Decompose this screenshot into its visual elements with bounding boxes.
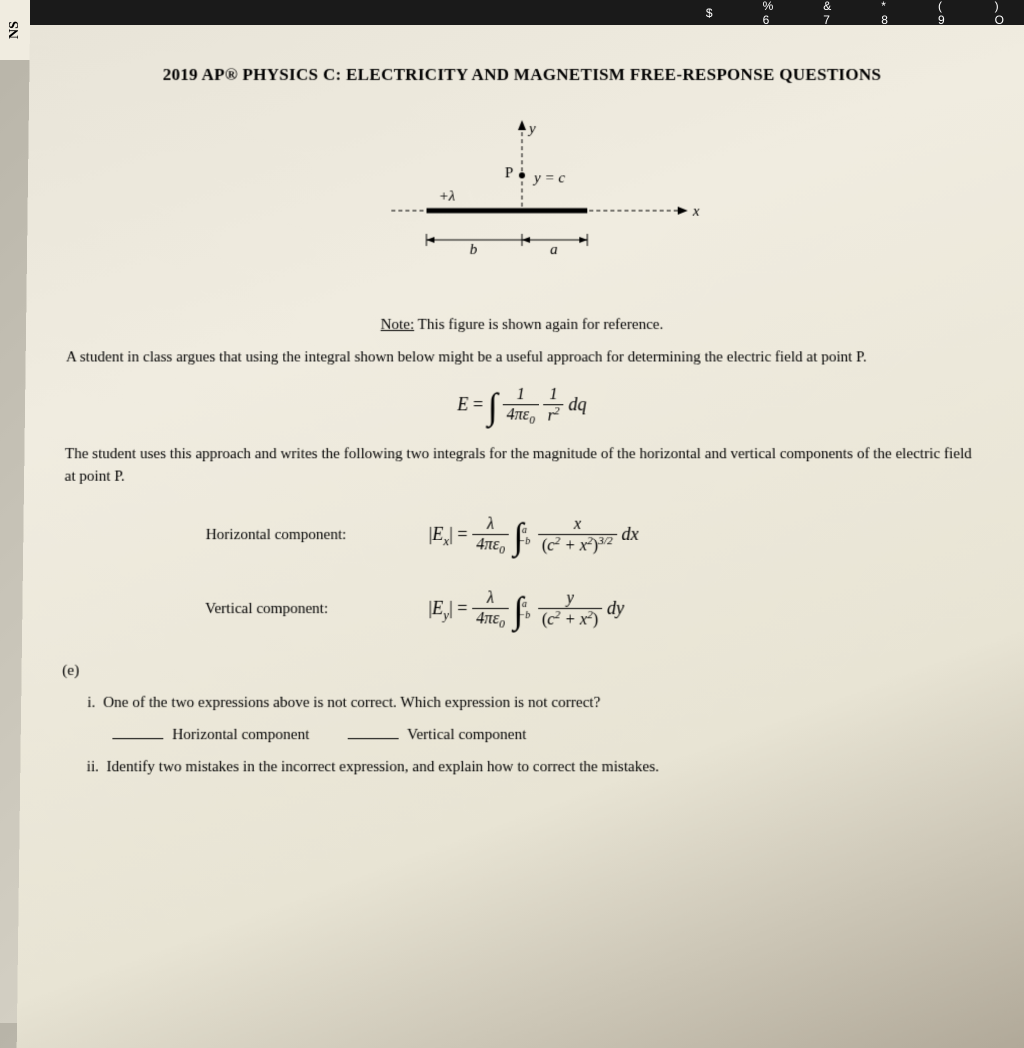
paragraph-1: A student in class argues that using the… [66,346,978,369]
key-8: *8 [881,0,888,27]
horizontal-label: Horizontal component: [206,527,429,544]
question-ii: ii. Identify two mistakes in the incorre… [86,755,982,781]
key-7: &7 [823,0,831,27]
blank-horizontal[interactable] [112,738,163,739]
vertical-label: Vertical component: [205,601,428,619]
a-dimension-label: a [550,242,558,258]
y-axis-label: y [527,121,536,137]
question-i: i. One of the two expressions above is n… [87,690,982,716]
key-5: $ [706,6,713,20]
point-p-label: P [505,165,513,181]
keyboard-strip: $ %6 &7 *8 (9 )O [0,0,1024,25]
lambda-label: +λ [439,188,456,204]
figure-note: Note: This figure is shown again for ref… [66,317,977,334]
horizontal-component-row: Horizontal component: |Ex| = λ4πε0 ∫a−b … [206,514,981,557]
paragraph-2: The student uses this approach and write… [64,442,979,488]
key-9: (9 [938,0,945,27]
vertical-equation: |Ey| = λ4πε0 ∫a−b y(c2 + x2) dy [428,588,624,631]
part-e-label: (e) [62,662,982,680]
main-equation: E = ∫ 14πε0 1r2 dq [65,384,979,427]
side-tab: NS [0,0,30,60]
component-equations: Horizontal component: |Ex| = λ4πε0 ∫a−b … [205,514,981,631]
blank-vertical[interactable] [347,738,398,739]
key-6: %6 [763,0,774,27]
page-header: 2019 AP® PHYSICS C: ELECTRICITY AND MAGN… [69,65,974,85]
vertical-component-row: Vertical component: |Ey| = λ4πε0 ∫a−b y(… [205,588,981,631]
key-o: )O [995,0,1004,27]
horizontal-equation: |Ex| = λ4πε0 ∫a−b x(c2 + x2)3/2 dx [429,514,639,557]
physics-diagram: y P y = c +λ x b a [67,115,977,286]
b-dimension-label: b [470,242,478,258]
question-i-choices: Horizontal component Vertical component [112,727,982,745]
y-equals-c-label: y = c [532,170,565,186]
x-axis-label: x [692,204,700,220]
exam-paper: 2019 AP® PHYSICS C: ELECTRICITY AND MAGN… [17,25,1024,1048]
